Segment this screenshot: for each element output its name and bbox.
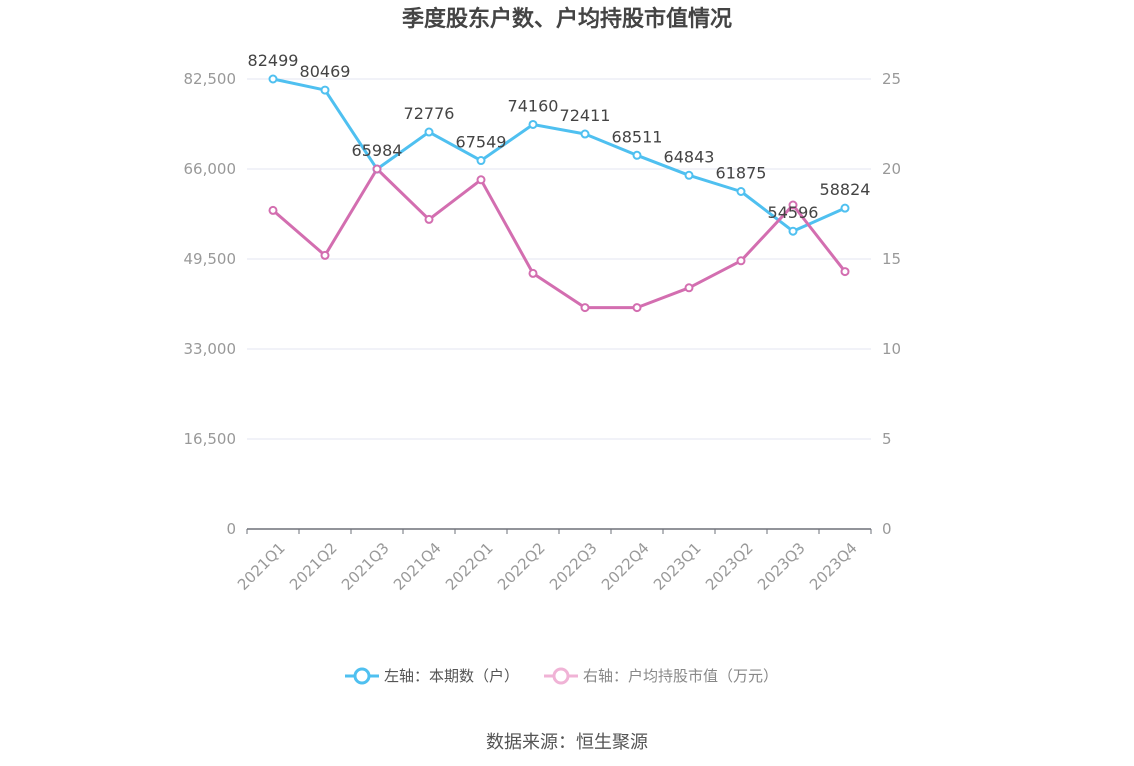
market-value-point (580, 303, 590, 313)
households-data-label: 67549 (456, 133, 507, 152)
grid (247, 78, 871, 440)
households-point (424, 127, 434, 137)
market-value-point (320, 250, 330, 260)
market-value-point (528, 268, 538, 278)
households-point (580, 129, 590, 139)
households-data-label: 61875 (716, 164, 767, 183)
left-tick-label: 16,500 (184, 430, 237, 448)
households-point (684, 170, 694, 180)
households-point (632, 150, 642, 160)
x-tick-label: 2022Q1 (442, 539, 497, 594)
x-tick-label: 2021Q3 (338, 539, 393, 594)
market-value-point (268, 205, 278, 215)
x-tick-label: 2022Q4 (598, 539, 653, 594)
x-tick-label: 2021Q2 (286, 539, 341, 594)
x-tick-label: 2023Q1 (650, 539, 705, 594)
households-point (840, 203, 850, 213)
market-value-point (840, 267, 850, 277)
households-data-label: 68511 (612, 127, 663, 146)
left-tick-label: 66,000 (184, 160, 237, 178)
market-value-point (372, 164, 382, 174)
legend[interactable]: 左轴：本期数（户） 右轴：户均持股市值（万元） (345, 667, 778, 685)
right-tick-label: 10 (882, 340, 901, 358)
legend-label-market-value: 右轴：户均持股市值（万元） (583, 667, 778, 685)
households-data-label: 82499 (248, 51, 299, 70)
legend-marker-households (353, 667, 371, 685)
right-tick-label: 5 (882, 430, 892, 448)
legend-item-households[interactable]: 左轴：本期数（户） (345, 667, 519, 685)
x-axis: 2021Q12021Q22021Q32021Q42022Q12022Q22022… (234, 528, 872, 594)
market-value-point (632, 303, 642, 313)
legend-item-market-value[interactable]: 右轴：户均持股市值（万元） (544, 667, 778, 685)
x-tick-label: 2021Q4 (390, 539, 445, 594)
x-tick-label: 2022Q2 (494, 539, 549, 594)
households-point (320, 85, 330, 95)
households-data-label: 65984 (352, 141, 403, 160)
market-value-point (476, 175, 486, 185)
left-tick-label: 49,500 (184, 250, 237, 268)
households-data-label: 72411 (560, 106, 611, 125)
right-tick-label: 15 (882, 250, 901, 268)
households-point (736, 187, 746, 196)
x-tick-label: 2023Q2 (702, 539, 757, 594)
x-tick-label: 2023Q3 (754, 539, 809, 594)
households-data-label: 58824 (820, 180, 871, 199)
legend-marker-market-value (552, 667, 570, 685)
x-tick-label: 2022Q3 (546, 539, 601, 594)
households-point (788, 226, 798, 236)
x-tick-label: 2021Q1 (234, 539, 289, 594)
legend-label-households: 左轴：本期数（户） (384, 667, 519, 685)
households-data-label: 54596 (768, 203, 819, 222)
right-tick-label: 25 (882, 70, 901, 88)
left-tick-label: 33,000 (184, 340, 237, 358)
right-tick-label: 20 (882, 160, 901, 178)
households-point (476, 156, 486, 166)
left-tick-label: 82,500 (184, 70, 237, 88)
households-point (268, 74, 278, 84)
series-layer (268, 74, 850, 313)
right-axis: 0 5 10 15 20 25 (882, 70, 901, 538)
market-value-point (788, 200, 798, 210)
market-value-point (736, 256, 746, 266)
left-tick-label: 0 (226, 520, 236, 538)
x-tick-label: 2023Q4 (806, 539, 861, 594)
source-note: 数据来源：恒生聚源 (486, 732, 648, 753)
households-data-label: 80469 (300, 62, 351, 81)
households-line (272, 77, 846, 233)
right-tick-label: 0 (882, 520, 892, 538)
chart-title: 季度股东户数、户均持股市值情况 (402, 6, 732, 32)
market-value-point (684, 283, 694, 293)
left-axis: 0 16,500 33,000 49,500 66,000 82,500 (184, 70, 237, 538)
households-data-label: 74160 (508, 96, 559, 115)
households-data-label: 64843 (664, 147, 715, 166)
market-value-point (424, 214, 434, 224)
households-data-label: 72776 (404, 104, 455, 123)
households-point (528, 119, 538, 129)
market-value-line (272, 167, 847, 310)
